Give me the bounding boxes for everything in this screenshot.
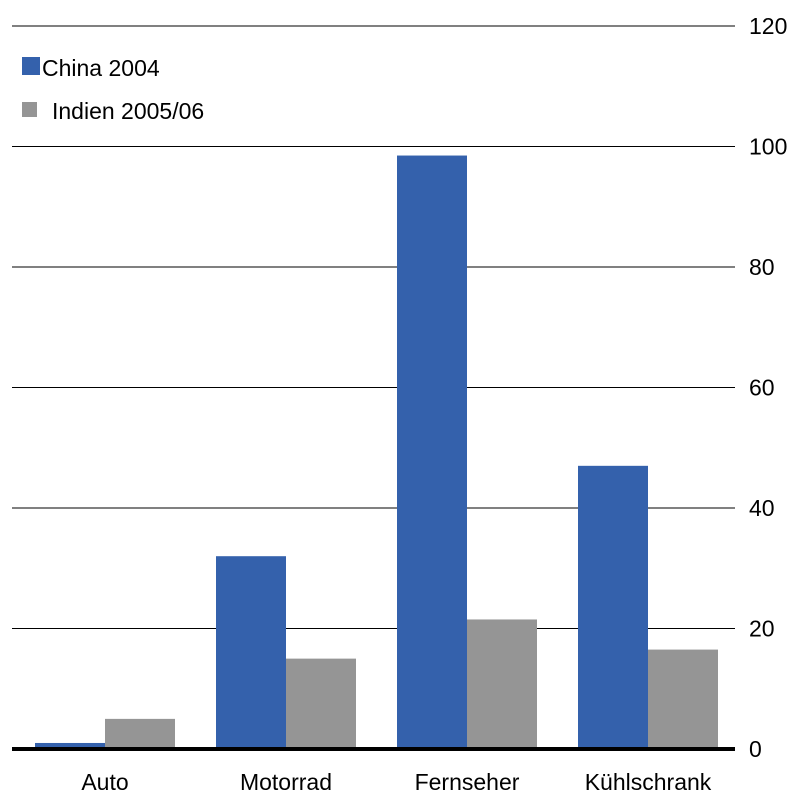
x-category-label: Kühlschrank — [585, 769, 712, 795]
bars — [35, 155, 718, 750]
bar-indien-3 — [648, 649, 718, 749]
legend-swatch-indien — [22, 102, 37, 117]
y-tick-label: 60 — [749, 375, 775, 401]
bar-china-2 — [397, 155, 467, 750]
y-axis-tick-labels: 0 20 40 60 80 100 120 — [749, 13, 787, 762]
bar-indien-1 — [286, 658, 356, 749]
bar-china-0 — [35, 742, 105, 749]
y-tick-label: 0 — [749, 736, 762, 762]
x-category-label: Fernseher — [415, 769, 520, 795]
legend-label-indien: Indien 2005/06 — [52, 98, 204, 124]
y-tick-label: 80 — [749, 254, 775, 280]
x-category-label: Motorrad — [240, 769, 332, 795]
x-category-label: Auto — [81, 769, 128, 795]
legend: China 2004 Indien 2005/06 — [22, 55, 204, 124]
bar-china-1 — [216, 556, 286, 749]
x-axis-category-labels: Auto Motorrad Fernseher Kühlschrank — [81, 769, 711, 795]
bar-indien-2 — [467, 619, 537, 749]
bar-indien-0 — [105, 718, 175, 749]
bar-china-3 — [578, 465, 648, 749]
y-tick-label: 20 — [749, 616, 775, 642]
legend-swatch-china — [22, 57, 40, 75]
y-tick-label: 120 — [749, 13, 787, 39]
y-tick-label: 40 — [749, 495, 775, 521]
y-tick-label: 100 — [749, 134, 787, 160]
legend-label-china: China 2004 — [42, 55, 160, 81]
